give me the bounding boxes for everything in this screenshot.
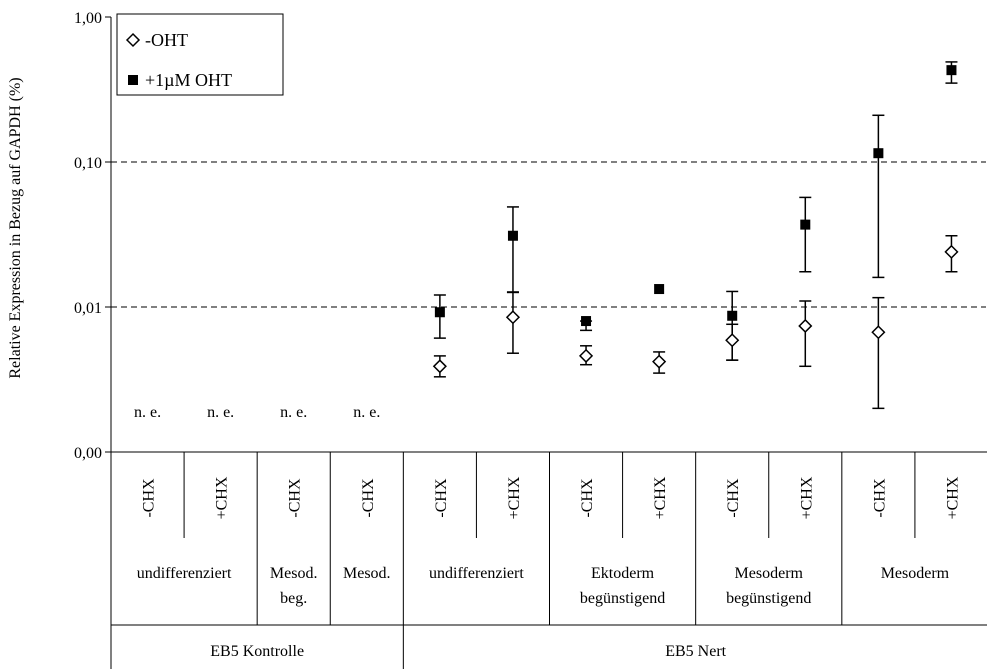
legend-box xyxy=(116,13,284,96)
category-label: -CHX xyxy=(725,478,742,518)
category-label: -CHX xyxy=(287,478,304,518)
data-point xyxy=(654,284,665,295)
data-point xyxy=(800,219,811,230)
not-detected-labels: n. e. n. e. n. e. n. e. xyxy=(134,404,380,421)
category-label: +CHX xyxy=(214,476,231,519)
data-point xyxy=(725,333,740,348)
category-label: -CHX xyxy=(871,478,888,518)
category-label: +CHX xyxy=(506,476,523,519)
group-label: undifferenziert xyxy=(429,565,524,582)
category-label: -CHX xyxy=(433,478,450,518)
group-label: Mesoderm xyxy=(735,565,804,582)
data-point xyxy=(946,65,957,76)
legend-marker xyxy=(128,75,138,85)
not-detected-label: n. e. xyxy=(353,404,380,421)
not-detected-label: n. e. xyxy=(280,404,307,421)
data-point xyxy=(578,348,594,363)
gridlines xyxy=(111,161,986,308)
not-detected-label: n. e. xyxy=(207,404,234,421)
data-points xyxy=(432,65,959,374)
category-label: -CHX xyxy=(579,478,596,518)
data-point xyxy=(581,316,592,327)
data-point xyxy=(873,148,884,159)
legend-label: -OHT xyxy=(145,30,188,50)
data-point xyxy=(727,310,738,321)
category-label: +CHX xyxy=(944,476,961,519)
group-label: begünstigend xyxy=(726,590,811,607)
category-label: -CHX xyxy=(360,478,377,518)
not-detected-label: n. e. xyxy=(134,404,161,421)
category-label: -CHX xyxy=(141,478,158,518)
data-point xyxy=(944,244,959,259)
data-point xyxy=(505,310,521,325)
group-label: Ektoderm xyxy=(591,565,655,582)
data-point xyxy=(507,230,518,241)
y-tick-label: 0,01 xyxy=(74,300,102,317)
data-point xyxy=(798,318,813,334)
category-label: +CHX xyxy=(798,476,815,519)
y-tick-label: 1,00 xyxy=(74,10,102,27)
category-label: +CHX xyxy=(652,476,669,519)
y-tick-label: 0,00 xyxy=(74,445,102,462)
y-tick-label: 0,10 xyxy=(74,155,102,172)
legend: -OHT +1µM OHT xyxy=(116,13,284,96)
group-label: Mesoderm xyxy=(881,565,950,582)
group-label: undifferenziert xyxy=(137,565,232,582)
top-group-label: EB5 Nert xyxy=(665,643,726,660)
group-label: beg. xyxy=(280,590,307,607)
data-point xyxy=(652,354,667,369)
legend-marker xyxy=(125,32,141,48)
data-point xyxy=(432,359,447,374)
data-point xyxy=(871,325,886,340)
group-label: Mesod. xyxy=(343,565,391,582)
legend-label: +1µM OHT xyxy=(145,70,232,90)
group-label: Mesod. xyxy=(270,565,318,582)
category-table: -CHX +CHX -CHX -CHX -CHX +CHX -CHX +CHX -CHX +CHX… xyxy=(110,452,987,669)
y-axis-ticks: 1,00 0,10 0,01 0,00 xyxy=(74,10,111,462)
data-point xyxy=(434,307,445,318)
group-label: begünstigend xyxy=(580,590,665,607)
y-axis-label: Relative Expression in Bezug auf GAPDH (… xyxy=(7,77,24,378)
top-group-label: EB5 Kontrolle xyxy=(210,643,304,660)
